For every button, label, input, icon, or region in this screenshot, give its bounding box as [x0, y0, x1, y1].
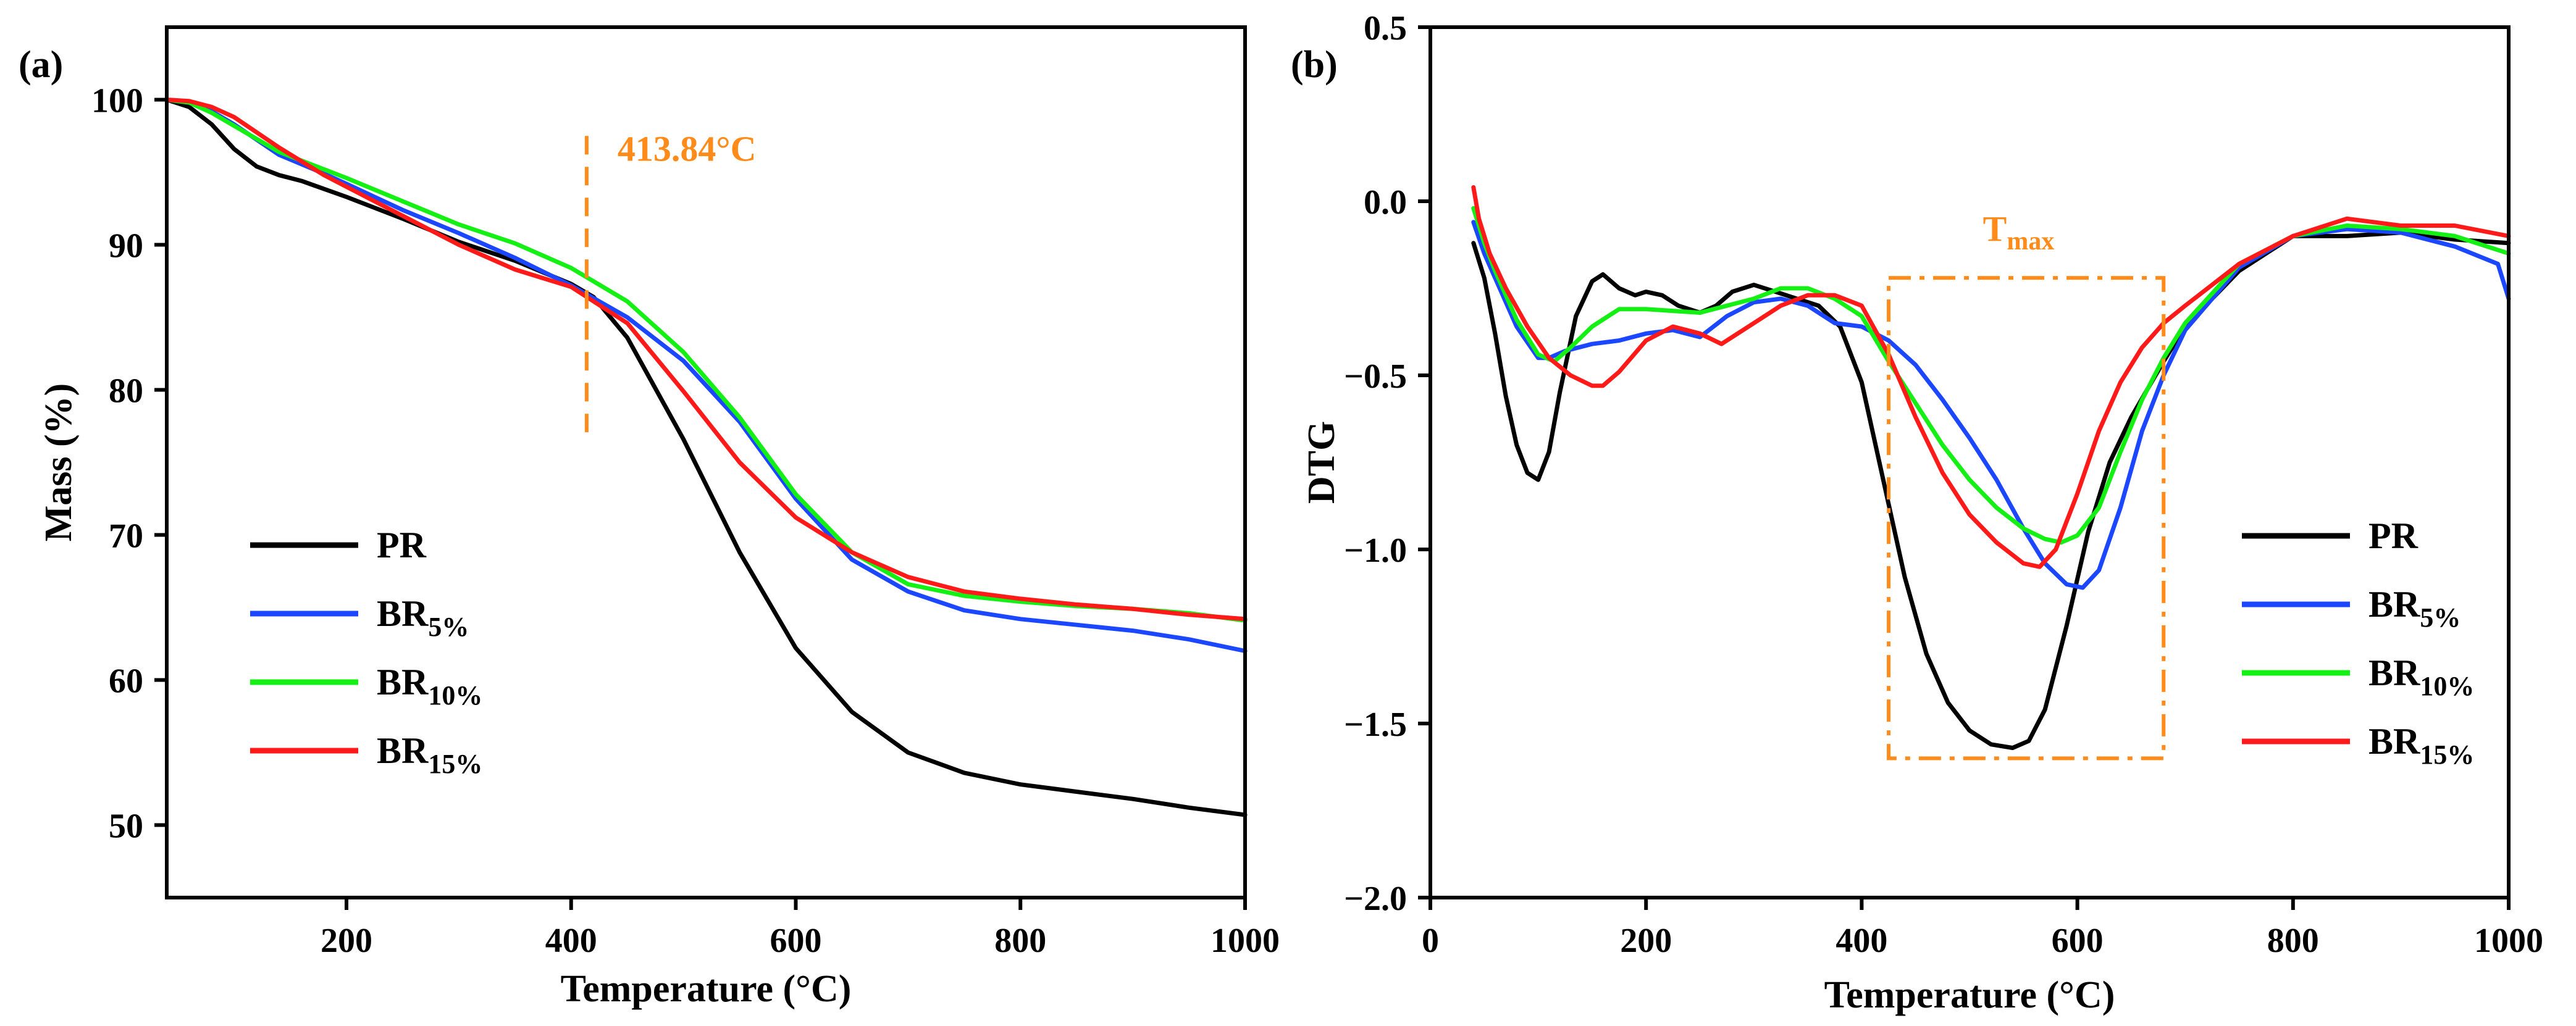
tmax-label: Tmax [1983, 209, 2055, 256]
panel-a-legend: PR BR5% BR10% BR15% [250, 525, 482, 779]
panel-a-x-ticks: 200 400 600 800 1000 [321, 898, 1280, 960]
panel-a-y-axis-title: Mass (%) [38, 383, 80, 542]
panel-b-label: (b) [1291, 44, 1338, 86]
panel-b-dtg-chart: (b) Tmax 0 200 400 600 800 1000 0.5 0.0 −0.5 −1.… [1291, 9, 2543, 1016]
x-tick-label: 0 [1422, 922, 1439, 960]
tmax-label-main: T [1983, 209, 2007, 249]
legend-label-br15: BR15% [2368, 721, 2474, 770]
series-line-br15 [164, 98, 1248, 622]
x-tick-label: 1000 [1210, 922, 1280, 960]
series-line-br10 [164, 98, 1248, 623]
series-line-pr [164, 98, 1248, 817]
y-tick-label: 70 [109, 517, 143, 556]
y-tick-label: 60 [109, 662, 143, 701]
legend-label-pr: PR [2368, 515, 2419, 556]
y-tick-label: −0.5 [1344, 357, 1407, 396]
y-tick-label: 0.0 [1364, 183, 1407, 222]
x-tick-label: 200 [321, 922, 372, 960]
series-line-br10 [1471, 206, 2511, 545]
x-tick-label: 400 [545, 922, 597, 960]
x-tick-label: 800 [994, 922, 1046, 960]
panel-b-series-lines [1471, 185, 2511, 750]
annotation-temperature-label: 413.84°C [618, 128, 757, 169]
y-tick-label: 80 [109, 372, 143, 411]
panel-a-plot-frame [165, 25, 1247, 899]
x-tick-label: 400 [1836, 922, 1887, 960]
panel-b-plot-frame [1429, 25, 2511, 899]
legend-label-pr: PR [377, 525, 427, 565]
series-line-br5 [1471, 220, 2511, 590]
panel-a-x-axis-title: Temperature (°C) [561, 968, 852, 1010]
panel-b-annotation: Tmax [1887, 209, 2166, 761]
panel-a-y-ticks: 50 60 70 80 90 100 [91, 82, 167, 846]
y-tick-label: −1.0 [1344, 532, 1407, 570]
y-tick-label: −1.5 [1344, 706, 1407, 744]
x-tick-label: 1000 [2474, 922, 2543, 960]
x-tick-label: 600 [2052, 922, 2104, 960]
panel-a-mass-chart: (a) 413.84°C 200 400 600 800 1000 50 60 70 80 90… [19, 25, 1280, 1010]
y-tick-label: 0.5 [1364, 9, 1407, 48]
panel-b-y-ticks: 0.5 0.0 −0.5 −1.0 −1.5 −2.0 [1344, 9, 1430, 918]
y-tick-label: −2.0 [1344, 880, 1407, 918]
legend-label-br5: BR5% [2368, 584, 2461, 633]
y-tick-label: 90 [109, 227, 143, 265]
legend-label-br15: BR15% [377, 730, 482, 779]
y-tick-label: 50 [109, 807, 143, 846]
legend-label-br5: BR5% [377, 593, 469, 642]
panel-a-label: (a) [19, 44, 63, 86]
y-tick-label: 100 [91, 82, 143, 120]
tmax-label-subscript: max [2007, 227, 2054, 256]
legend-label-br10: BR10% [2368, 653, 2474, 701]
x-tick-label: 200 [1620, 922, 1672, 960]
x-tick-label: 800 [2267, 922, 2319, 960]
panel-b-x-ticks: 0 200 400 600 800 1000 [1422, 898, 2543, 960]
legend-label-br10: BR10% [377, 662, 482, 711]
panel-b-legend: PR BR5% BR10% BR15% [2242, 515, 2474, 770]
panel-a-annotation: 413.84°C [584, 128, 757, 433]
panel-b-y-axis-title: DTG [1301, 421, 1343, 504]
panel-b-x-axis-title: Temperature (°C) [1824, 974, 2115, 1016]
tmax-dash-dot-box [1887, 276, 2166, 761]
x-tick-label: 600 [770, 922, 822, 960]
panel-a-series-lines [164, 98, 1248, 817]
